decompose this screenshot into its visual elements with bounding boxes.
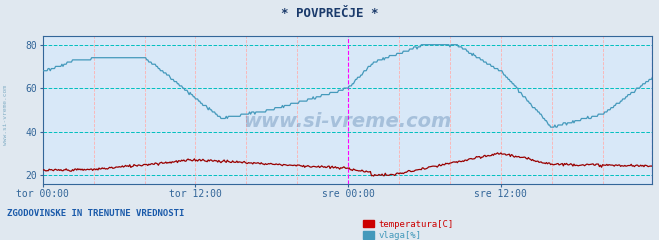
Legend: temperatura[C], vlaga[%]: temperatura[C], vlaga[%]	[363, 220, 454, 240]
Text: ZGODOVINSKE IN TRENUTNE VREDNOSTI: ZGODOVINSKE IN TRENUTNE VREDNOSTI	[7, 209, 184, 218]
Text: * POVPREČJE *: * POVPREČJE *	[281, 7, 378, 20]
Text: www.si-vreme.com: www.si-vreme.com	[3, 85, 8, 145]
Text: www.si-vreme.com: www.si-vreme.com	[243, 112, 452, 131]
